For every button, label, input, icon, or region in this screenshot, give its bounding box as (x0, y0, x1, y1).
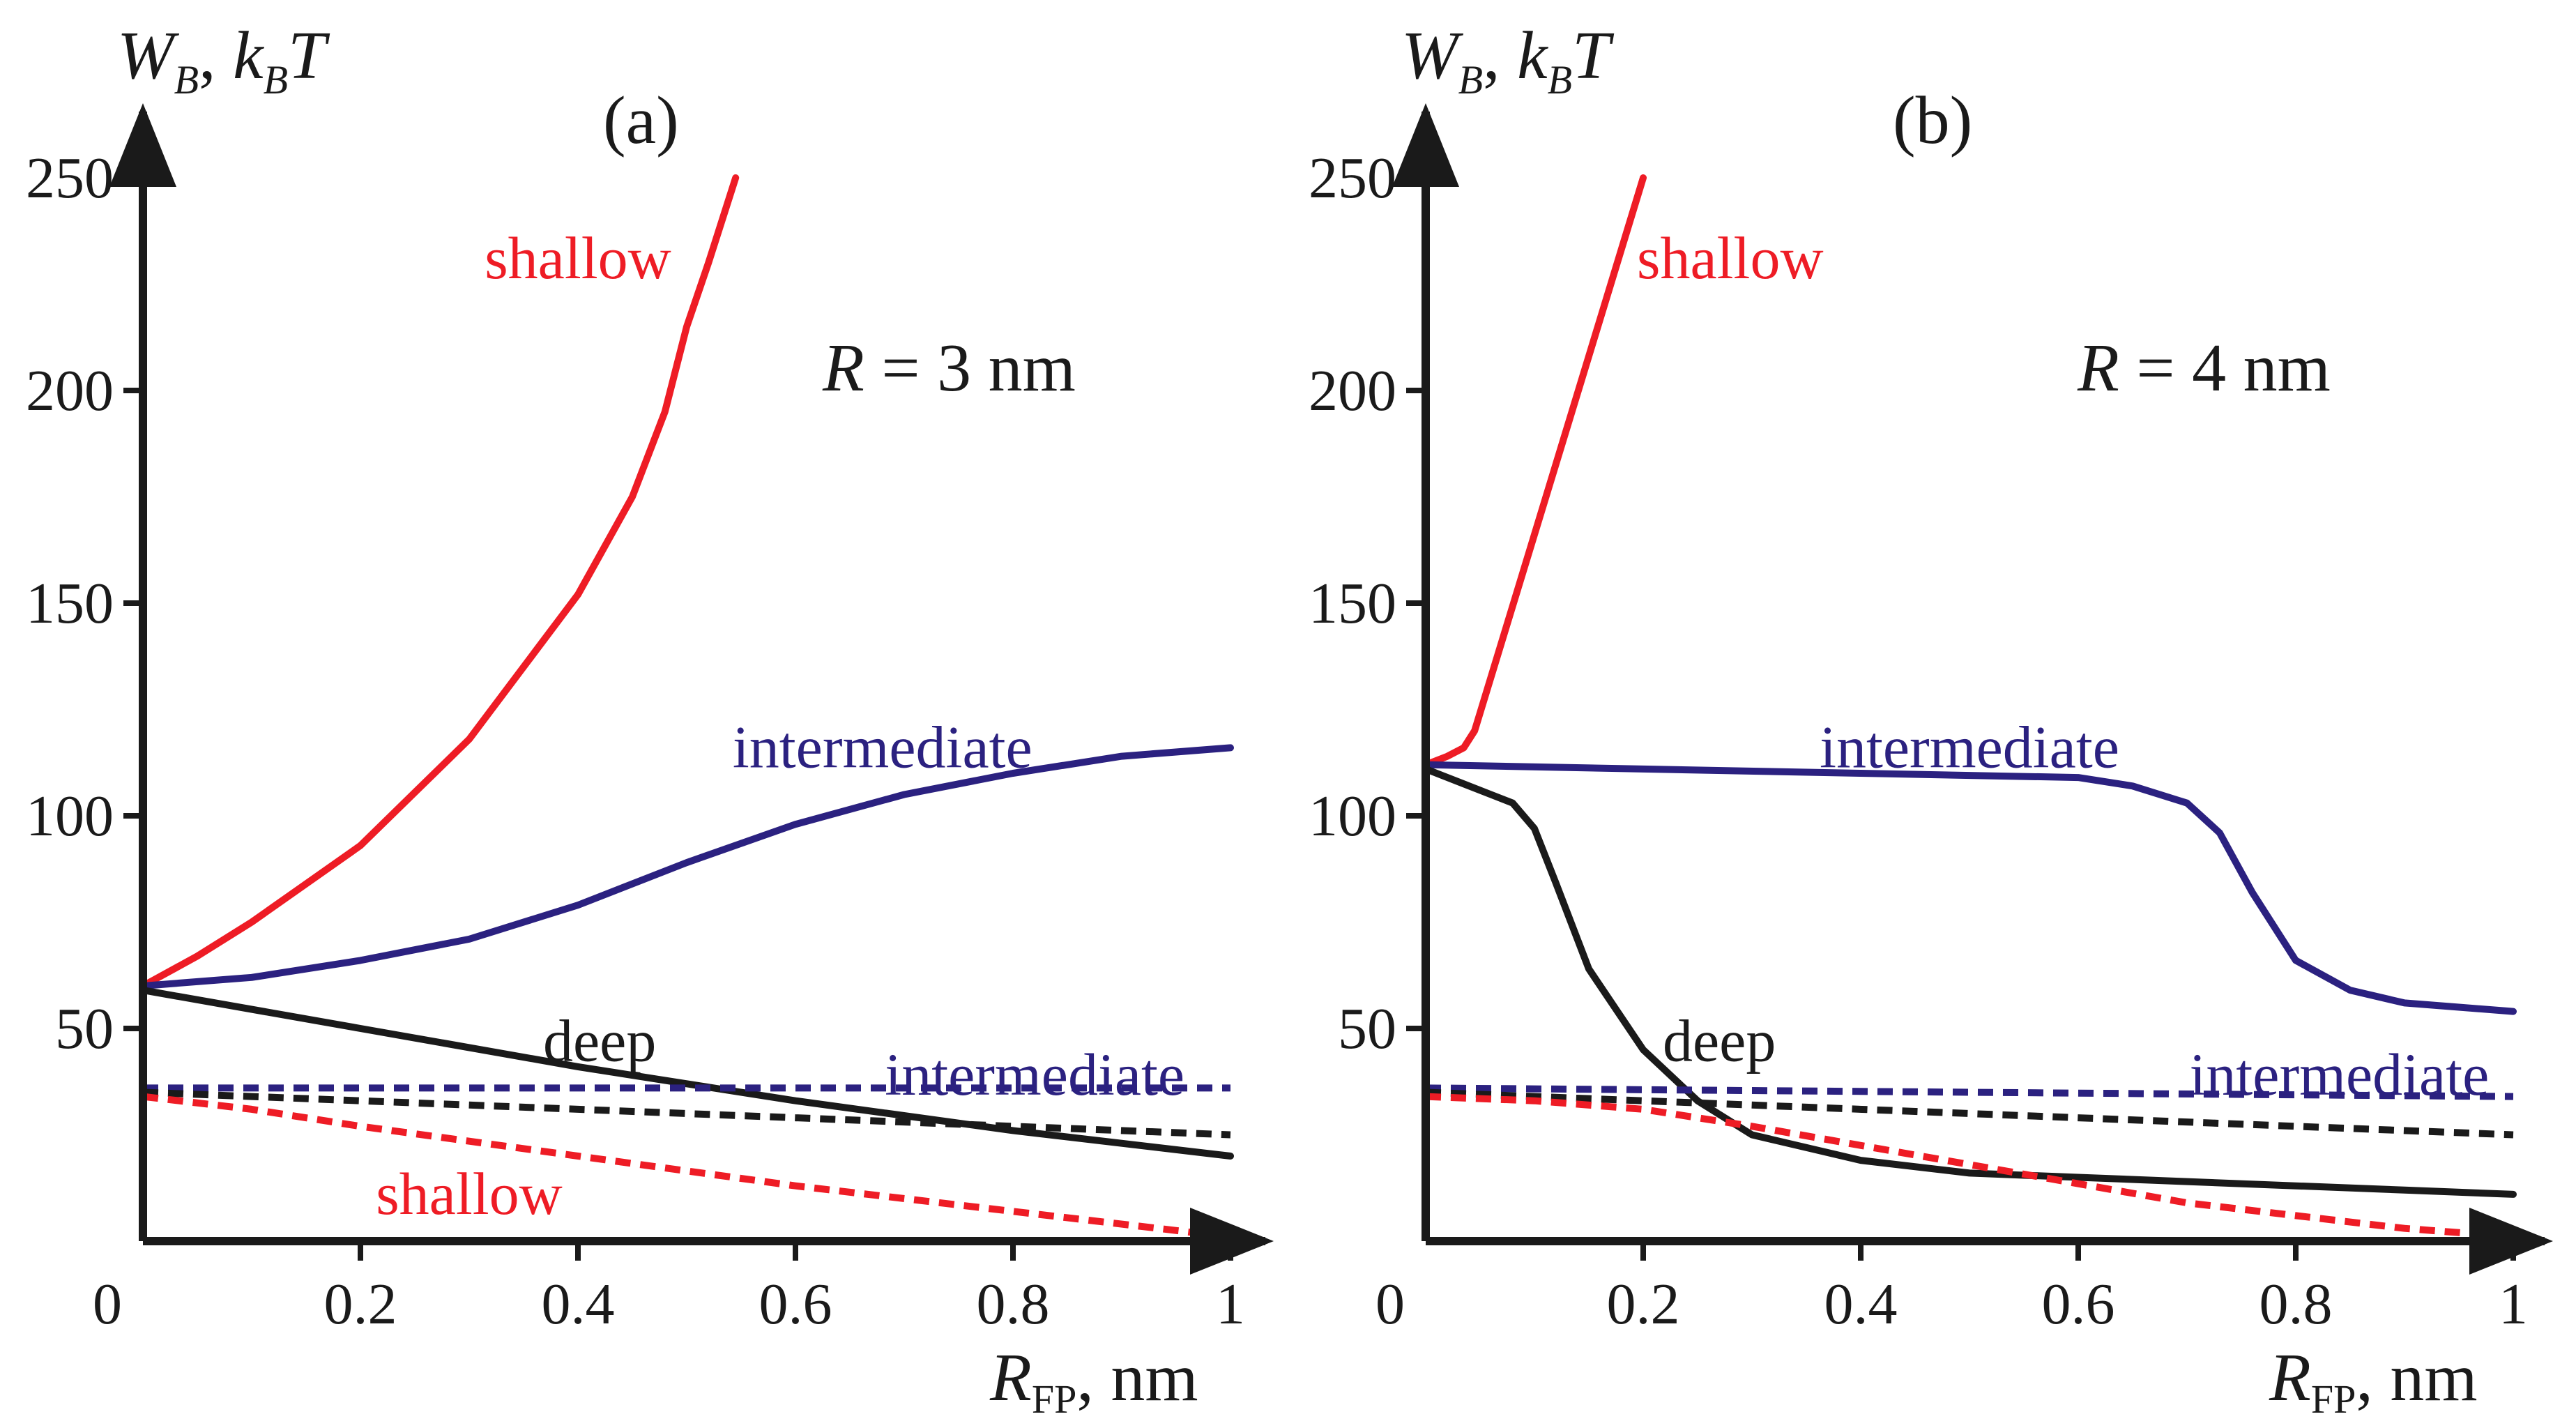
x-tick-label: 0.8 (977, 1272, 1050, 1337)
deep-curve-label-b: deep (1663, 1007, 1776, 1074)
y-tick-label: 100 (1309, 784, 1396, 849)
intermediate-solid-line-b (1422, 761, 2517, 1015)
deep-solid-line-a (139, 987, 1234, 1160)
curve-labels-a: shallow intermediate deep intermediate shall… (376, 225, 1184, 1227)
x-axis-title-b: RFP, nm (2269, 1340, 2478, 1422)
origin-label: 0 (1375, 1272, 1405, 1337)
y-tick-label: 250 (26, 146, 114, 211)
y-axis-title-b: WB, kBT (1401, 18, 1615, 102)
y-tick-label: 150 (1309, 571, 1396, 636)
x-tick-label: 0.4 (1824, 1272, 1898, 1337)
shallow-solid-line-a (139, 174, 740, 989)
y-tick-label: 50 (55, 996, 114, 1061)
chart-panel-a: 50 100 150 200 250 0.2 0.4 0.6 0.8 1 0 shallow inte… (26, 18, 1274, 1422)
x-tick-label: 1 (2499, 1272, 2528, 1337)
shallow-curve-label-a: shallow (485, 225, 671, 291)
radius-annotation-b: R = 4 nm (2077, 331, 2331, 406)
ticks-b: 50 100 150 200 250 0.2 0.4 0.6 0.8 1 0 (1309, 146, 2528, 1337)
intermediate-curve-label-a: intermediate (733, 713, 1032, 780)
shallow-solid-line-b (1422, 174, 1647, 768)
shallow-dashed-line-b (1425, 1093, 2514, 1240)
panel-label-b: (b) (1893, 83, 1972, 158)
shallow-dashed-line-a (142, 1093, 1231, 1240)
ticks-a: 50 100 150 200 250 0.2 0.4 0.6 0.8 1 0 (26, 146, 1245, 1337)
curves-a (139, 174, 1234, 1240)
y-axis-title-a: WB, kBT (117, 18, 330, 102)
x-tick-label: 0.6 (2042, 1272, 2115, 1337)
x-tick-label: 0.8 (2259, 1272, 2333, 1337)
curves-b (1422, 174, 2517, 1240)
panel-label-a: (a) (603, 83, 679, 158)
y-tick-label: 100 (26, 784, 114, 849)
intermediate-dashed-line-b (1425, 1084, 2514, 1100)
y-tick-label: 200 (26, 358, 114, 423)
y-tick-label: 200 (1309, 358, 1396, 423)
y-tick-label: 50 (1338, 996, 1396, 1061)
shallow-curve-label-b: shallow (1637, 225, 1824, 291)
deep-dashed-line-a (142, 1088, 1231, 1139)
x-tick-label: 0.2 (1607, 1272, 1680, 1337)
y-tick-label: 250 (1309, 146, 1396, 211)
intermediate-curve-label-b: intermediate (2190, 1041, 2490, 1108)
intermediate-solid-line-a (139, 744, 1234, 989)
intermediate-curve-label-b: intermediate (1820, 713, 2119, 780)
x-tick-label: 1 (1216, 1272, 1245, 1337)
deep-solid-line-b (1422, 765, 2517, 1198)
chart-panel-b: 50 100 150 200 250 0.2 0.4 0.6 0.8 1 0 shallow inte… (1309, 18, 2553, 1422)
shallow-curve-label-a: shallow (376, 1160, 563, 1227)
intermediate-curve-label-a: intermediate (885, 1041, 1184, 1108)
x-tick-label: 0.2 (324, 1272, 397, 1337)
x-tick-label: 0.4 (542, 1272, 615, 1337)
x-tick-label: 0.6 (759, 1272, 832, 1337)
origin-label: 0 (93, 1272, 122, 1337)
curve-labels-b: shallow intermediate deep intermediate (1637, 225, 2489, 1108)
radius-annotation-a: R = 3 nm (822, 331, 1076, 406)
x-axis-title-a: RFP, nm (989, 1340, 1198, 1422)
deep-curve-label-a: deep (543, 1007, 656, 1074)
deep-dashed-line-b (1425, 1088, 2514, 1139)
y-tick-label: 150 (26, 571, 114, 636)
